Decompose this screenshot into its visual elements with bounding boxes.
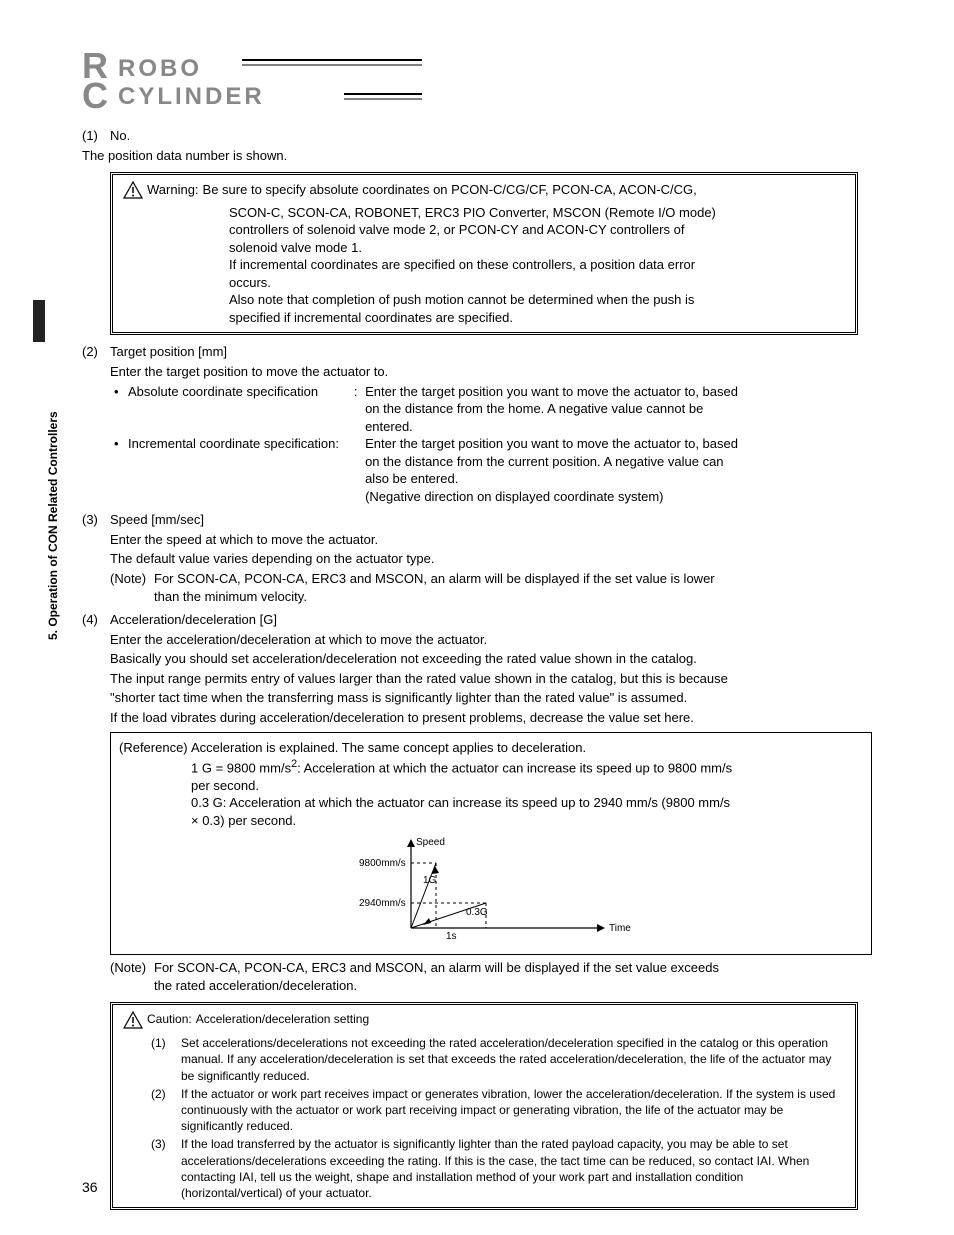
s1-title: No. [110,128,130,143]
s4-l3: The input range permits entry of values … [82,670,872,688]
chart-ylabel: Speed [416,837,445,848]
section-2: (2)Target position [mm] Enter the target… [82,343,872,505]
note4-label: (Note) [110,959,154,994]
content: (1)No. The position data number is shown… [82,127,872,1210]
s2-abs-t1: Enter the target position you want to mo… [365,383,872,401]
warning-l5: If incremental coordinates are specified… [229,256,845,274]
caution-item: (1)Set accelerations/decelerations not e… [151,1035,845,1084]
caution-item: (2)If the actuator or work part receives… [151,1086,845,1135]
s2-inc-t2: on the distance from the current positio… [365,453,872,471]
warning-l1: Be sure to specify absolute coordinates … [203,181,697,199]
s3-num: (3) [82,511,110,529]
note4-l2: the rated acceleration/deceleration. [154,977,719,995]
s2-inc-t3: also be entered. [365,470,872,488]
s3-note-label: (Note) [110,570,154,605]
reference-box: (Reference) Acceleration is explained. T… [110,732,872,955]
section-1: (1)No. The position data number is shown… [82,127,872,164]
s2-inc-t1: Enter the target position you want to mo… [365,435,872,453]
s3-l1: Enter the speed at which to move the act… [82,531,872,549]
warning-l3: controllers of solenoid valve mode 2, or… [229,221,845,239]
chart-y2: 2940mm/s [359,898,406,909]
caution-box: Caution: Acceleration/deceleration setti… [110,1002,858,1210]
caution-item-text: If the actuator or work part receives im… [181,1086,845,1135]
s3-title: Speed [mm/sec] [110,512,204,527]
caution-icon [123,1011,143,1033]
ref-label: (Reference) [119,739,191,829]
s4-l4: "shorter tact time when the transferring… [82,689,872,707]
s4-num: (4) [82,611,110,629]
caution-item-text: Set accelerations/decelerations not exce… [181,1035,845,1084]
section-4: (4)Acceleration/deceleration [G] Enter t… [82,611,872,1210]
side-tab-text: 5. Operation of CON Related Controllers [46,340,60,640]
s1-num: (1) [82,127,110,145]
ref-l3: per second. [191,777,732,795]
s3-note2: than the minimum velocity. [154,588,715,606]
caution-item: (3)If the load transferred by the actuat… [151,1136,845,1201]
warning-l8: specified if incremental coordinates are… [229,309,845,327]
caution-label: Caution: [147,1011,192,1027]
warning-box: Warning: Be sure to specify absolute coo… [110,172,858,335]
svg-text:ROBO: ROBO [118,55,202,82]
caution-item-num: (2) [151,1086,175,1135]
warning-l4: solenoid valve mode 1. [229,239,845,257]
speed-time-chart: Speed Time 9800mm/s 2940mm/s 1G 0.3G 1s [119,833,863,948]
chart-xlabel: Time [609,923,631,934]
s4-title: Acceleration/deceleration [G] [110,612,277,627]
robo-cylinder-logo: R C ROBO CYLINDER [82,50,422,112]
s3-l2: The default value varies depending on th… [82,550,872,568]
logo-header: R C ROBO CYLINDER [82,50,872,115]
warning-l2: SCON-C, SCON-CA, ROBONET, ERC3 PIO Conve… [229,204,845,222]
page-number: 36 [82,1179,98,1195]
svg-text:CYLINDER: CYLINDER [118,83,265,110]
ref-l5: × 0.3) per second. [191,812,732,830]
s4-l5: If the load vibrates during acceleration… [82,709,872,727]
svg-text:C: C [82,75,108,112]
s2-intro: Enter the target position to move the ac… [82,363,872,381]
note4-l1: For SCON-CA, PCON-CA, ERC3 and MSCON, an… [154,959,719,977]
s2-abs-t2: on the distance from the home. A negativ… [365,400,872,418]
caution-item-text: If the load transferred by the actuator … [181,1136,845,1201]
s4-l1: Enter the acceleration/deceleration at w… [82,631,872,649]
warning-l7: Also note that completion of push motion… [229,291,845,309]
s2-num: (2) [82,343,110,361]
caution-item-num: (3) [151,1136,175,1201]
chart-xtick: 1s [446,931,457,942]
chart-g1: 1G [423,875,437,886]
caution-item-num: (1) [151,1035,175,1084]
warning-icon [123,181,143,204]
ref-l4: 0.3 G: Acceleration at which the actuato… [191,794,732,812]
s2-inc-t4: (Negative direction on displayed coordin… [365,488,872,506]
ref-l2b: : Acceleration at which the actuator can… [297,760,732,775]
section-3: (3)Speed [mm/sec] Enter the speed at whi… [82,511,872,605]
s3-note1: For SCON-CA, PCON-CA, ERC3 and MSCON, an… [154,570,715,588]
chart-y1: 9800mm/s [359,858,406,869]
s2-abs-t3: entered. [365,418,872,436]
s1-line: The position data number is shown. [82,147,872,165]
s2-inc-label: Incremental coordinate specification: [110,435,339,505]
ref-l1: Acceleration is explained. The same conc… [191,739,732,757]
ref-l2a: 1 G = 9800 mm/s [191,760,291,775]
s2-abs-label: Absolute coordinate specification [110,383,339,436]
chart-g2: 0.3G [466,907,488,918]
side-tab-marker [33,300,45,342]
colon: : [343,383,361,436]
side-tab: 5. Operation of CON Related Controllers [30,350,48,650]
s2-title: Target position [mm] [110,344,227,359]
caution-title: Acceleration/deceleration setting [196,1011,369,1027]
warning-label: Warning: [147,181,199,199]
s4-l2: Basically you should set acceleration/de… [82,650,872,668]
warning-l6: occurs. [229,274,845,292]
